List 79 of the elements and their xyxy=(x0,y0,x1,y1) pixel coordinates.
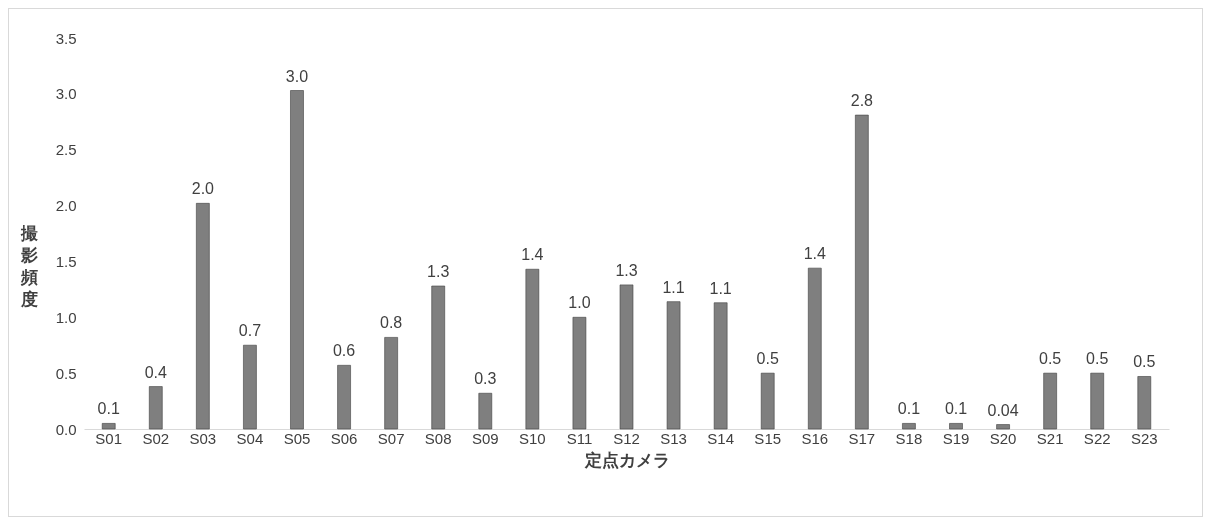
y-axis-title: 撮影頻度 xyxy=(20,223,39,309)
x-tick-label: S18 xyxy=(895,429,923,447)
x-tick-label: S10 xyxy=(519,429,546,447)
x-tick-label: S01 xyxy=(95,429,123,447)
x-tick-label: S23 xyxy=(1130,429,1158,447)
y-tick-label: 2.5 xyxy=(55,141,77,159)
x-tick-label: S14 xyxy=(707,429,734,447)
x-tick-label: S21 xyxy=(1036,429,1064,447)
data-label: 1.4 xyxy=(803,245,827,263)
data-label: 1.4 xyxy=(521,246,544,264)
y-tick-label: 2.0 xyxy=(55,197,77,215)
x-tick-label: S15 xyxy=(754,429,782,447)
x-tick-label: S09 xyxy=(471,429,499,447)
data-label: 0.5 xyxy=(1086,350,1109,368)
bar xyxy=(290,90,304,430)
x-tick-label: S22 xyxy=(1083,429,1111,447)
bar xyxy=(949,423,963,430)
bar xyxy=(148,386,163,430)
bar xyxy=(478,392,493,430)
data-label: 2.8 xyxy=(850,92,874,110)
y-tick-label: 1.5 xyxy=(55,252,77,270)
bar xyxy=(101,423,116,430)
bar xyxy=(1137,376,1152,430)
bar xyxy=(666,301,681,430)
bar xyxy=(384,337,398,430)
bar xyxy=(855,114,869,430)
bar xyxy=(525,268,540,430)
x-tick-label: S02 xyxy=(142,429,170,447)
x-tick-label: S12 xyxy=(613,429,640,447)
y-tick-label: 0.0 xyxy=(55,420,77,438)
data-label: 1.3 xyxy=(427,263,450,281)
x-tick-label: S17 xyxy=(848,429,876,447)
data-label: 1.0 xyxy=(568,294,591,312)
bar xyxy=(572,316,587,430)
data-label: 0.5 xyxy=(1039,350,1062,368)
bar xyxy=(713,302,728,430)
bar xyxy=(619,284,634,430)
data-label: 0.1 xyxy=(897,400,921,418)
bar xyxy=(196,203,210,430)
x-tick-label: S06 xyxy=(330,429,358,447)
data-label: 0.3 xyxy=(474,370,497,388)
bar xyxy=(1090,372,1105,430)
x-tick-label: S03 xyxy=(189,429,217,447)
bar xyxy=(902,423,916,430)
data-label: 0.7 xyxy=(238,322,262,340)
bar xyxy=(1043,372,1057,430)
bar xyxy=(996,424,1010,430)
x-tick-label: S05 xyxy=(283,429,311,447)
y-tick-label: 3.5 xyxy=(55,29,77,47)
x-tick-label: S19 xyxy=(942,429,970,447)
y-tick-label: 1.0 xyxy=(55,308,77,326)
x-tick-label: S07 xyxy=(377,429,405,447)
y-tick-label: 0.5 xyxy=(55,364,77,382)
bar xyxy=(431,285,446,430)
data-label: 1.1 xyxy=(662,278,685,296)
bar xyxy=(337,365,351,430)
data-label: 0.5 xyxy=(1133,353,1156,371)
x-tick-label: S11 xyxy=(566,429,593,447)
bar xyxy=(807,267,822,430)
data-label: 3.0 xyxy=(285,67,309,85)
x-axis-title: 定点カメラ xyxy=(583,450,670,470)
y-tick-label: 3.0 xyxy=(55,85,77,103)
x-tick-label: S04 xyxy=(236,429,264,447)
bar xyxy=(243,344,257,430)
x-tick-label: S08 xyxy=(424,429,452,447)
x-tick-label: S16 xyxy=(801,429,829,447)
data-label: 0.1 xyxy=(944,400,968,418)
x-tick-label: S13 xyxy=(660,429,687,447)
x-tick-label: S20 xyxy=(989,429,1017,447)
data-label: 2.0 xyxy=(191,180,215,198)
data-label: 0.6 xyxy=(332,342,356,360)
data-label: 0.04 xyxy=(987,401,1019,419)
data-label: 1.1 xyxy=(709,279,732,297)
data-label: 1.3 xyxy=(615,261,638,279)
data-label: 0.5 xyxy=(756,350,779,368)
data-label: 0.1 xyxy=(97,400,120,418)
bar xyxy=(760,372,775,430)
data-label: 0.4 xyxy=(144,363,167,381)
data-label: 0.8 xyxy=(380,314,403,332)
